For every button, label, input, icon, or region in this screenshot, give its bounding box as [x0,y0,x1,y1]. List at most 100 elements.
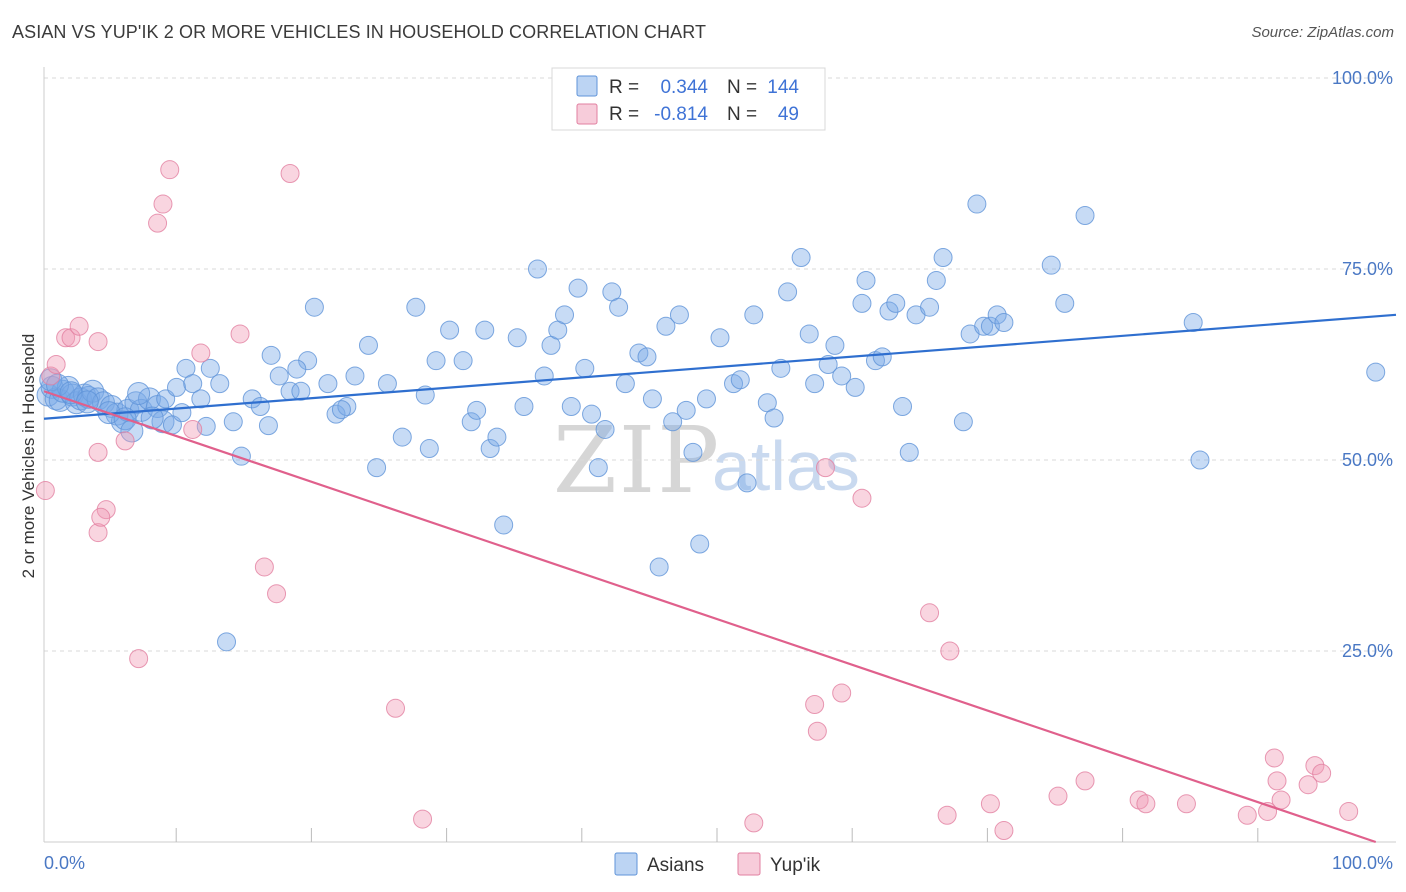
legend-n-value-yupik: 49 [778,104,799,125]
y-tick-labels: 25.0% 50.0% 75.0% 100.0% [1332,68,1393,661]
bottom-legend-label-asians: Asians [647,855,704,876]
asians-point-121 [994,312,1014,332]
yupik-point-1 [41,366,61,386]
legend-n-label-yupik: N = [727,104,757,125]
yupik-point-45 [1298,775,1318,795]
bottom-legend: Asians Yup'ik [614,852,821,876]
asians-point-81 [663,412,683,432]
asians-point-39 [304,297,324,317]
legend-n-label-asians: N = [727,77,757,98]
yupik-point-19 [254,557,274,577]
asians-point-87 [710,328,730,348]
legend-swatch-yupik [576,103,598,125]
yupik-point-22 [386,698,406,718]
asians-point-104 [856,270,876,290]
asians-point-103 [852,293,872,313]
asians-point-126 [1190,450,1210,470]
asians-point-45 [367,458,387,478]
axes [43,67,1396,843]
asians-point-117 [967,194,987,214]
asians-point-56 [475,320,495,340]
series-yupik [35,160,1359,841]
asians-point-113 [926,270,946,290]
asians-point-47 [392,427,412,447]
yupik-point-26 [807,721,827,741]
yupik-point-28 [832,683,852,703]
asians-point-115 [953,412,973,432]
yupik-point-6 [88,442,108,462]
asians-point-95 [778,282,798,302]
asians-point-109 [893,397,913,417]
asians-point-141 [261,345,281,365]
asians-point-143 [331,400,351,420]
asians-point-118 [974,316,994,336]
asians-point-35 [269,366,289,386]
asians-point-83 [676,400,696,420]
asians-point-86 [696,389,716,409]
yupik-point-14 [153,194,173,214]
yupik-point-36 [1075,771,1095,791]
asians-point-78 [642,389,662,409]
asians-point-53 [453,351,473,371]
y-tick-label-75: 75.0% [1342,259,1393,279]
asians-point-120 [987,305,1007,325]
asians-point-74 [609,297,629,317]
asians-point-98 [805,374,825,394]
asians-point-54 [461,412,481,432]
asians-point-59 [494,515,514,535]
yupik-point-34 [994,821,1014,841]
asians-point-30 [223,412,243,432]
legend-r-label-yupik: R = [609,104,639,125]
yupik-point-33 [980,794,1000,814]
yupik-point-12 [129,649,149,669]
bottom-legend-label-yupik: Yup'ik [770,855,821,876]
yupik-point-30 [920,603,940,623]
asians-point-60 [507,328,527,348]
asians-point-44 [358,335,378,355]
trend-line-yupik [43,390,1377,844]
bottom-legend-swatch-asians [614,852,638,876]
yupik-point-29 [852,488,872,508]
yupik-point-25 [805,694,825,714]
yupik-point-20 [267,584,287,604]
asians-point-79 [649,557,669,577]
yupik-point-39 [1176,794,1196,814]
legend-swatch-asians [576,75,598,97]
asians-point-69 [575,358,595,378]
asians-point-84 [683,442,703,462]
gridlines [44,77,1396,652]
yupik-point-7 [88,332,108,352]
yupik-point-0 [35,481,55,501]
yupik-point-48 [1339,801,1359,821]
asians-point-99 [818,355,838,374]
asians-point-123 [1055,293,1075,313]
asians-point-37 [291,381,311,401]
yupik-point-38 [1136,794,1156,814]
yupik-point-4 [61,328,81,348]
asians-point-63 [534,366,554,386]
yupik-point-9 [88,523,108,543]
asians-point-67 [561,397,581,417]
asians-point-112 [920,297,940,317]
asians-point-82 [669,305,689,325]
asians-point-34 [258,416,278,436]
yupik-point-40 [1237,805,1257,825]
asians-point-70 [582,404,602,424]
yupik-point-3 [56,328,76,348]
asians-point-50 [419,439,439,459]
asians-point-40 [318,374,338,394]
asians-point-102 [845,377,865,397]
asians-point-75 [615,374,635,394]
asians-point-135 [127,382,151,406]
trend-line-asians [43,313,1397,420]
asians-point-122 [1041,255,1061,275]
asians-point-124 [1075,206,1095,226]
asians-point-46 [377,374,397,394]
yupik-point-21 [280,164,300,183]
asians-point-89 [730,370,750,390]
yupik-point-17 [191,343,211,363]
legend-r-label-asians: R = [609,77,639,98]
asians-point-106 [872,347,892,367]
asians-point-29 [210,374,230,394]
y-tick-label-50: 50.0% [1342,450,1393,470]
